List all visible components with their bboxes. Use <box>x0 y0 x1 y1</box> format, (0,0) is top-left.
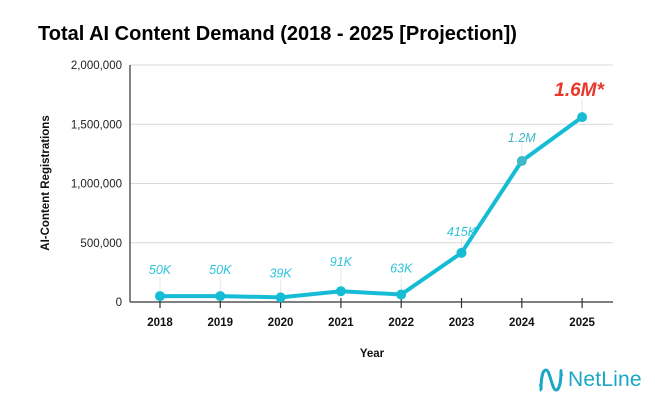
x-tick-label: 2023 <box>449 317 475 329</box>
chart-title: Total AI Content Demand (2018 - 2025 [Pr… <box>38 23 517 45</box>
netline-logo: NetLine <box>537 367 642 393</box>
data-label: 50K <box>149 263 172 277</box>
data-point <box>335 286 346 297</box>
netline-logo-text: NetLine <box>568 368 642 391</box>
y-tick-label: 1,500,000 <box>71 119 122 131</box>
y-axis-ticks: 0 500,000 1,000,000 1,500,000 2,000,000 <box>71 60 122 309</box>
data-labels: 50K 50K 39K 91K 63K 415K 1.2M 1.6M* <box>149 80 606 280</box>
data-point <box>577 112 588 123</box>
data-point <box>155 291 165 302</box>
x-tick-label: 2024 <box>509 317 535 329</box>
data-label: 39K <box>269 266 292 280</box>
x-tick-label: 2018 <box>147 317 173 329</box>
data-points <box>155 112 588 303</box>
data-point <box>456 247 467 258</box>
x-tick-label: 2022 <box>388 317 414 329</box>
y-tick-label: 500,000 <box>80 238 122 250</box>
data-label: 63K <box>390 262 413 276</box>
data-label: 50K <box>209 263 232 277</box>
data-point <box>275 292 286 303</box>
y-tick-label: 2,000,000 <box>71 60 122 72</box>
data-label: 1.2M <box>508 131 536 145</box>
data-label: 91K <box>330 255 353 269</box>
x-tick-label: 2021 <box>328 317 354 329</box>
y-tick-label: 1,000,000 <box>71 179 122 191</box>
netline-logo-icon <box>538 368 564 392</box>
y-tick-label: 0 <box>116 297 122 309</box>
x-tick-label: 2025 <box>569 317 595 329</box>
gridlines <box>130 64 613 244</box>
y-axis-label: AI-Content Registrations <box>40 115 52 250</box>
data-point <box>215 291 226 302</box>
data-label: 1.6M* <box>554 80 605 101</box>
data-point <box>516 155 527 166</box>
series-line <box>158 115 585 300</box>
x-axis-ticks: 2018 2019 2020 2021 2022 2023 2024 2025 <box>147 298 595 329</box>
x-tick-label: 2019 <box>208 317 234 329</box>
label-leaders <box>159 99 583 294</box>
x-tick-label: 2020 <box>268 317 294 329</box>
data-point <box>396 289 407 300</box>
data-label: 415K <box>447 225 477 239</box>
x-axis-label: Year <box>360 348 385 360</box>
axes <box>129 65 613 303</box>
